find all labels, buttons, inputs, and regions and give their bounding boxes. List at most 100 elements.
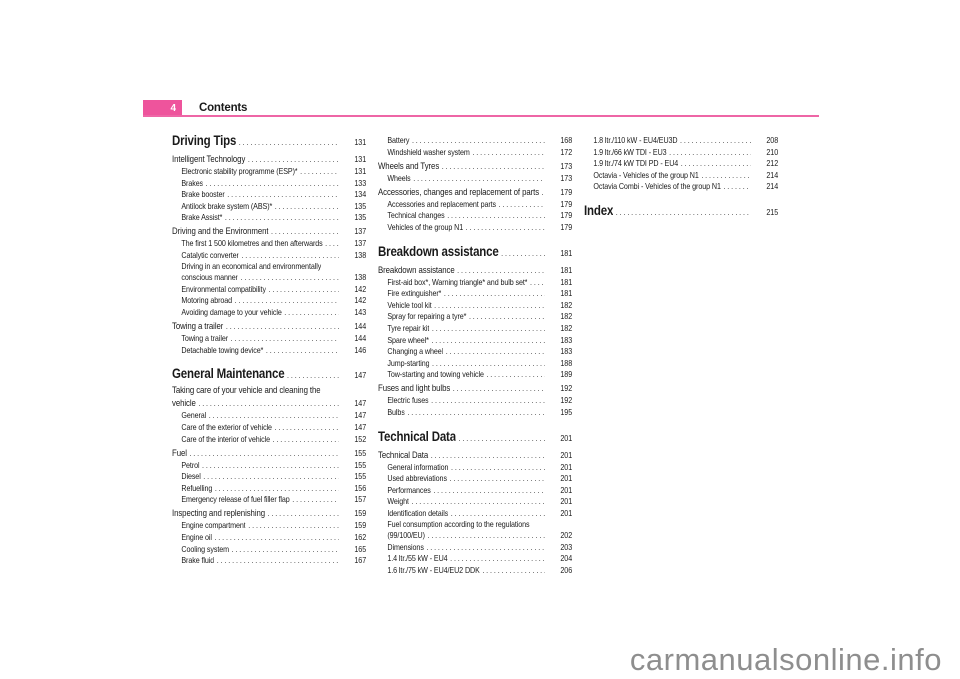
entry-label: Octavia Combi - Vehicles of the group N1 [593,181,721,192]
entry-page-number: 183 [560,346,573,357]
entry-page-number: 137 [354,226,367,237]
toc-entry: Technical Data 201 [378,430,574,445]
toc-entry: Refuelling 156 [172,482,368,494]
entry-label: 1.8 ltr./110 kW - EU4/EU3D [593,135,678,145]
entry-label: Vehicle tool kit [387,299,432,310]
dot-leader [447,209,545,221]
toc-entry: Avoiding damage to your vehicle 143 [172,306,368,318]
toc-entry: First-aid box*, Warning triangle* and bu… [378,276,574,288]
entry-label: Bulbs [387,407,405,417]
toc-entry: Taking care of your vehicle and cleaning… [172,385,368,396]
dot-leader [292,493,339,505]
toc-entry: Technical changes 179 [378,209,574,221]
entry-label: Technical Data [378,429,456,444]
entry-page-number: 202 [560,530,573,541]
dot-leader [446,345,545,357]
dot-leader [431,334,545,346]
dot-leader [248,519,339,531]
entry-page-number: 135 [354,212,367,223]
dot-leader [239,134,339,149]
entry-label: Diesel [181,471,201,482]
entry-page-number: 134 [354,189,367,200]
toc-entry: Antilock brake system (ABS)* 135 [172,200,368,212]
table-of-contents: Driving Tips 131 Intelligent Technology 131… [172,134,790,576]
dot-leader [300,165,339,177]
entry-page-number: 144 [354,321,367,332]
entry-label: Catalytic converter [181,250,239,261]
toc-entry: Wheels and Tyres 173 [378,159,574,172]
toc-entry: Petrol 155 [172,459,368,471]
entry-label: Breakdown assistance [378,264,455,275]
toc-entry: 1.8 ltr./110 kW - EU4/EU3D 208 [584,134,780,146]
entry-page-number: 155 [354,459,367,470]
dot-leader [431,448,545,461]
toc-entry: The first 1 500 kilometres and then afte… [172,237,368,249]
entry-page-number: 159 [354,508,367,519]
entry-page-number: 143 [354,307,367,318]
entry-label: Fuses and light bulbs [378,383,451,394]
toc-entry: Brakes 133 [172,177,368,189]
entry-label: Accessories and replacement parts [387,198,497,209]
toc-entry: Fuel consumption according to the regula… [378,519,574,530]
entry-label: (99/100/EU) [387,530,425,541]
entry-label: Technical changes [387,210,445,221]
toc-entry: Driving and the Environment 137 [172,224,368,237]
dot-leader [412,495,545,507]
entry-label: Brake booster [181,189,225,200]
toc-entry: 1.9 ltr./74 kW TDI PD - EU4 212 [584,157,780,169]
entry-page-number: 138 [354,272,367,283]
dot-leader [413,172,545,184]
entry-page-number: 181 [560,288,573,299]
toc-entry: Index 215 [584,204,780,219]
entry-page-number: 179 [560,221,573,232]
entry-page-number: 192 [560,383,573,394]
entry-page-number: 181 [560,247,573,258]
toc-entry: Engine oil 162 [172,531,368,543]
toc-entry: Tyre repair kit 182 [378,322,574,334]
dot-leader [206,177,339,189]
entry-page-number: 147 [354,370,367,381]
toc-entry: General information 201 [378,461,574,473]
entry-label: Weight [387,496,409,507]
entry-label: Engine oil [181,532,212,543]
entry-page-number: 135 [354,200,367,211]
entry-page-number: 144 [354,333,367,344]
dot-leader [431,394,545,406]
dot-leader [486,368,545,380]
toc-entry: Jump-starting 188 [378,357,574,369]
toc-entry: Brake booster 134 [172,188,368,200]
entry-page-number: 172 [560,146,573,157]
entry-label: Fire extinguisher* [387,288,442,299]
toc-entry: Accessories and replacement parts 179 [378,198,574,210]
entry-page-number: 159 [354,520,367,531]
toc-entry: Engine compartment 159 [172,519,368,531]
header-divider [143,115,819,117]
entry-label: Index [584,203,614,218]
entry-page-number: 138 [354,250,367,261]
entry-label: General Maintenance [172,367,285,382]
dot-leader [453,381,545,394]
toc-entry: Brake fluid 167 [172,554,368,566]
toc-entry: Towing a trailer 144 [172,332,368,344]
entry-page-number: 206 [560,564,573,575]
toc-entry: Octavia Combi - Vehicles of the group N1… [584,180,780,192]
toc-entry: Battery 168 [378,134,574,146]
entry-label: 1.6 ltr./75 kW - EU4/EU2 DDK [387,564,480,575]
entry-label: The first 1 500 kilometres and then afte… [181,238,323,249]
entry-label: General [181,410,207,421]
entry-label: Emergency release of fuel filler flap [181,494,290,505]
page-title: Contents [199,102,248,114]
entry-page-number: 195 [560,407,573,417]
dot-leader [669,146,751,158]
dot-leader [240,271,339,283]
entry-label: Brake fluid [181,555,215,566]
toc-column: 1.8 ltr./110 kW - EU4/EU3D2081.9 ltr./66… [584,134,780,576]
dot-leader [189,446,339,459]
dot-leader [432,357,545,369]
toc-entry: Vehicle tool kit 182 [378,299,574,311]
entry-page-number: 201 [560,507,573,518]
entry-label: Towing a trailer [172,321,224,332]
dot-leader [271,224,339,237]
entry-page-number: 201 [560,432,573,443]
toc-column: Battery 168 Windshield washer system 172 Whe… [378,134,574,576]
